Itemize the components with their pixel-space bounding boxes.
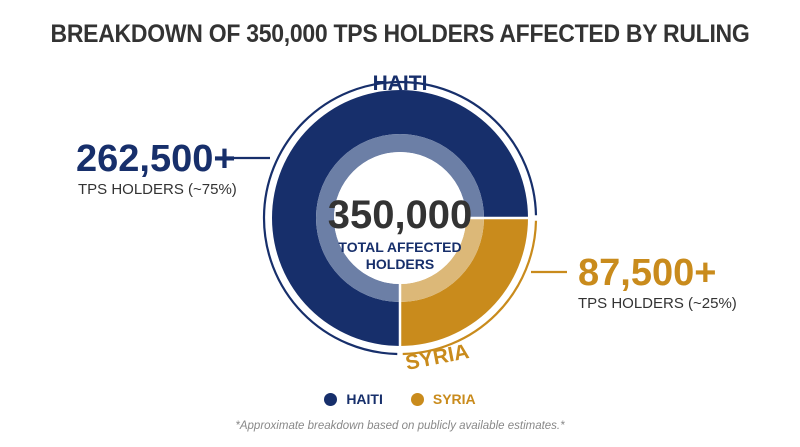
outline-ring-haiti bbox=[262, 80, 538, 356]
syria-value-label: TPS HOLDERS (~25%) bbox=[578, 295, 737, 312]
center-total-label-line2: HOLDERS bbox=[366, 256, 434, 272]
donut-slice-syria bbox=[400, 218, 528, 346]
donut-inner-band-syria bbox=[400, 218, 484, 302]
haiti-value: 262,500+ bbox=[76, 138, 236, 180]
legend-item-syria: SYRIA bbox=[410, 391, 476, 407]
legend-item-haiti: HAITI bbox=[324, 391, 383, 407]
outline-ring-syria bbox=[402, 220, 538, 356]
syria-arc-label: SYRIA bbox=[404, 340, 471, 375]
chart-title: BREAKDOWN OF 350,000 TPS HOLDERS AFFECTE… bbox=[50, 20, 750, 48]
legend-label-syria: SYRIA bbox=[432, 391, 476, 407]
legend-swatch-syria bbox=[410, 392, 424, 406]
donut-slice-haiti bbox=[272, 90, 528, 346]
center-total-label-line1: TOTAL AFFECTED bbox=[338, 239, 461, 255]
footnote: *Approximate breakdown based on publicly… bbox=[235, 420, 565, 432]
legend-label-haiti: HAITI bbox=[346, 391, 383, 407]
syria-value: 87,500+ bbox=[578, 252, 717, 294]
donut-center bbox=[334, 152, 466, 284]
legend-swatch-haiti bbox=[324, 392, 338, 406]
chart-legend: HAITI SYRIA bbox=[0, 391, 800, 407]
center-total-value: 350,000 bbox=[328, 193, 473, 237]
haiti-arc-label: HAITI bbox=[373, 72, 428, 95]
haiti-value-label: TPS HOLDERS (~75%) bbox=[78, 181, 237, 198]
